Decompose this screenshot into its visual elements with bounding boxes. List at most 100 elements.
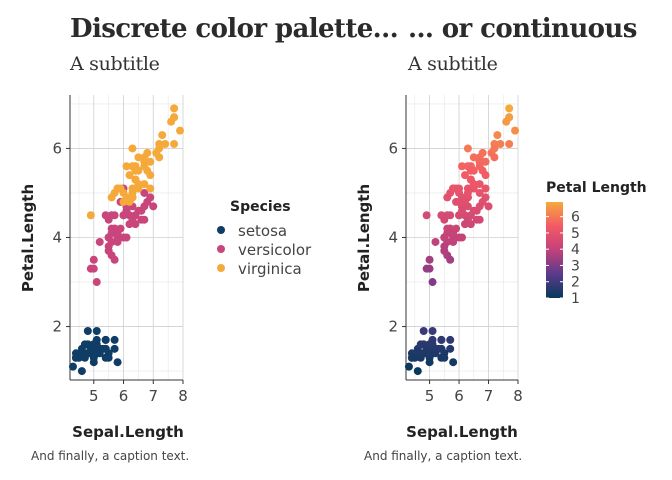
data-point-versicolor <box>104 215 113 224</box>
data-point-virginica <box>119 197 128 206</box>
data-point-virginica <box>493 131 502 140</box>
data-point-versicolor <box>484 202 493 211</box>
y-tick-label: 4 <box>388 229 398 247</box>
data-point-virginica <box>116 184 125 193</box>
data-point-versicolor <box>475 202 484 211</box>
data-point-virginica <box>458 162 466 171</box>
data-point-virginica <box>86 211 95 220</box>
data-point-virginica <box>455 197 464 206</box>
data-point-virginica <box>125 171 134 180</box>
data-point-setosa <box>440 353 449 362</box>
data-point-virginica <box>469 180 478 189</box>
data-point-virginica <box>466 166 475 175</box>
data-point-versicolor <box>92 278 101 287</box>
data-point-versicolor <box>446 255 455 264</box>
legend-label-virginica: virginica <box>238 260 302 278</box>
data-point-virginica <box>505 113 514 122</box>
data-point-virginica <box>131 166 140 175</box>
legend-key-versicolor <box>217 245 225 253</box>
data-point-setosa <box>428 340 437 349</box>
data-point-virginica <box>158 131 167 140</box>
legend-label-setosa: setosa <box>238 222 287 240</box>
x-tick-label: 8 <box>513 387 523 405</box>
data-point-virginica <box>481 171 490 180</box>
data-point-versicolor <box>425 264 434 273</box>
y-tick-label: 2 <box>52 318 62 336</box>
data-point-virginica <box>134 180 143 189</box>
data-point-setosa <box>110 335 119 344</box>
data-point-versicolor <box>440 233 449 242</box>
data-point-versicolor <box>446 229 455 238</box>
data-point-virginica <box>140 157 149 166</box>
colorbar-tick-label: 5 <box>571 226 580 242</box>
data-point-setosa <box>413 367 422 376</box>
data-point-setosa <box>77 349 86 358</box>
data-point-versicolor <box>458 206 466 215</box>
colorbar-tick-label: 4 <box>571 242 580 258</box>
data-point-virginica <box>463 144 472 153</box>
y-tick-label: 6 <box>388 139 398 157</box>
data-point-virginica <box>469 153 478 162</box>
data-point-versicolor <box>110 229 119 238</box>
data-point-virginica <box>161 139 170 148</box>
data-point-virginica <box>463 188 472 197</box>
x-tick-label: 6 <box>119 387 129 405</box>
data-point-virginica <box>475 157 484 166</box>
data-point-virginica <box>490 153 499 162</box>
data-point-setosa <box>404 362 413 371</box>
data-point-setosa <box>110 344 119 353</box>
data-point-versicolor <box>137 215 146 224</box>
data-point-setosa <box>83 327 92 336</box>
data-point-setosa <box>437 335 446 344</box>
scatter-points-continuous <box>404 104 520 376</box>
data-point-virginica <box>155 153 164 162</box>
data-point-setosa <box>77 367 86 376</box>
legend-title: Species <box>230 199 291 215</box>
x-tick-label: 8 <box>178 387 188 405</box>
data-point-virginica <box>146 171 155 180</box>
chart-caption-left: And finally, a caption text. <box>31 449 190 463</box>
data-point-versicolor <box>122 206 131 215</box>
scatter-points-discrete <box>68 104 185 376</box>
data-point-setosa <box>446 344 455 353</box>
data-point-versicolor <box>89 264 98 273</box>
data-point-versicolor <box>149 202 158 211</box>
data-point-virginica <box>146 184 155 193</box>
y-tick-label: 4 <box>52 229 62 247</box>
colorbar-title: Petal Length <box>546 180 647 196</box>
chart-subtitle-right: A subtitle <box>408 53 498 75</box>
data-point-virginica <box>122 162 131 171</box>
data-point-setosa <box>428 327 437 336</box>
data-point-setosa <box>71 353 80 362</box>
data-point-virginica <box>170 139 179 148</box>
x-tick-label: 5 <box>89 387 99 405</box>
data-point-setosa <box>104 353 113 362</box>
chart-caption-right: And finally, a caption text. <box>364 449 523 463</box>
data-point-virginica <box>460 171 469 180</box>
data-point-versicolor <box>140 202 149 211</box>
chart-title-right: ... or continuous <box>408 14 637 44</box>
colorbar-tick-label: 1 <box>571 291 580 307</box>
data-point-virginica <box>496 139 505 148</box>
data-point-virginica <box>478 148 487 157</box>
chart-title-left: Discrete color palette... <box>70 14 399 44</box>
data-point-virginica <box>155 144 164 153</box>
data-point-virginica <box>490 144 499 153</box>
chart-subtitle-left: A subtitle <box>70 53 160 75</box>
x-axis-label: Sepal.Length <box>406 423 518 441</box>
data-point-setosa <box>419 327 428 336</box>
data-point-virginica <box>143 148 152 157</box>
colorbar-tick-label: 6 <box>571 210 580 226</box>
data-point-versicolor <box>440 246 449 255</box>
data-point-versicolor <box>125 220 134 229</box>
data-point-versicolor <box>89 255 98 264</box>
data-point-virginica <box>481 184 490 193</box>
data-point-versicolor <box>425 255 434 264</box>
data-point-versicolor <box>104 233 113 242</box>
data-point-setosa <box>419 349 428 358</box>
data-point-versicolor <box>104 246 113 255</box>
data-point-virginica <box>134 153 143 162</box>
x-tick-label: 7 <box>484 387 494 405</box>
y-axis-label: Petal.Length <box>19 184 37 292</box>
